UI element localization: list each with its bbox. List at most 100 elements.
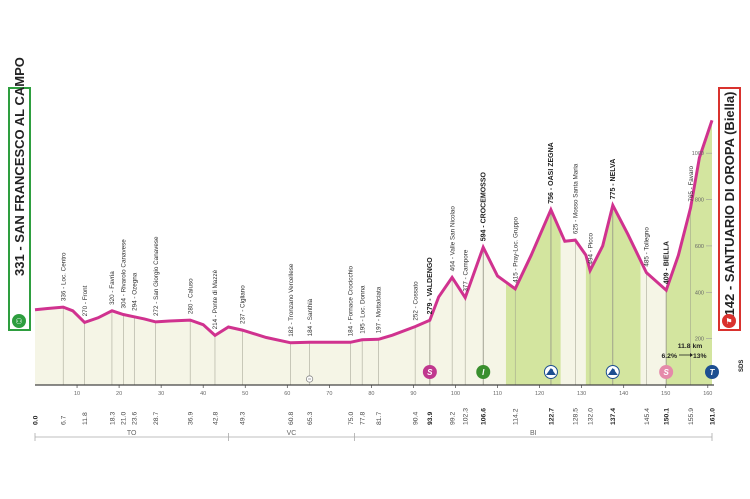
- finish-km: 161.0: [709, 408, 716, 425]
- point-km: 49.3: [240, 412, 247, 425]
- x-tick-label: 20: [116, 391, 122, 397]
- x-tick-label: 90: [410, 391, 416, 397]
- point-km: 90.4: [413, 412, 420, 425]
- point-label: 184 - Fornace Crocicchio: [348, 266, 355, 337]
- y-tick-label: 600: [695, 244, 704, 250]
- point-label: 485 - Tollegno: [644, 227, 651, 267]
- point-label: 415 - Pray-Loc. Gruppo: [512, 216, 519, 282]
- sprint-marker: [659, 365, 674, 379]
- point-km: 155.9: [688, 408, 695, 425]
- point-label: 294 - Ozegna: [131, 272, 138, 311]
- point-km: 145.4: [644, 408, 651, 425]
- region-label: BI: [530, 430, 537, 437]
- point-km: 150.1: [664, 408, 671, 425]
- point-label: 464 - Valle San Nicolao: [449, 206, 456, 272]
- x-tick-label: 140: [619, 391, 628, 397]
- point-label: 304 - Rivarolo Canavese: [121, 239, 128, 309]
- finish-box: 1142 - SANTUARIO DI OROPA (Biella) ⚑: [718, 87, 741, 331]
- point-label: 756 - OASI ZEGNA: [548, 142, 555, 203]
- category-markers: S I 3 3 S T: [305, 365, 719, 383]
- region-bar: TO VC BI: [34, 430, 713, 441]
- start-km: 0.0: [32, 415, 39, 425]
- point-km: 60.8: [288, 412, 295, 425]
- point-km: 6.7: [61, 415, 68, 425]
- sprint-marker: [422, 365, 437, 379]
- x-tick-label: 120: [535, 391, 544, 397]
- point-label: 182 - Tronzano Vercellese: [288, 263, 295, 337]
- point-km: 11.8: [82, 412, 89, 425]
- point-km: 18.3: [109, 412, 116, 425]
- marker-letter: I: [482, 368, 485, 377]
- point-label: 320 - Favria: [109, 271, 116, 305]
- point-km: 102.3: [463, 408, 470, 425]
- point-label: 594 - CROCEMOSSO: [480, 172, 487, 242]
- point-label: 377 - Campore: [462, 249, 469, 291]
- x-tick-label: 50: [242, 391, 248, 397]
- point-km: 36.9: [188, 412, 195, 425]
- point-label: 765 - Favaro: [688, 165, 695, 201]
- point-km: 93.9: [427, 412, 434, 425]
- point-label: 270 - Front: [82, 285, 89, 316]
- y-tick-label: 200: [695, 337, 704, 343]
- point-label: 272 - San Giorgio Canavese: [153, 236, 160, 316]
- x-tick-label: 130: [577, 391, 586, 397]
- finish-name: SANTUARIO DI OROPA (Biella): [722, 92, 737, 283]
- point-km: 128.5: [573, 408, 580, 425]
- climb-zone: [505, 209, 561, 385]
- x-tick-label: 30: [158, 391, 164, 397]
- point-km: 106.6: [481, 408, 488, 425]
- kom-icon: [607, 368, 618, 375]
- x-tick-label: 40: [200, 391, 206, 397]
- x-axis: 10 20 30 40 50 60 70 80 90 100 110 120 130 140 150 160: [35, 384, 714, 397]
- y-tick-label: 400: [695, 290, 704, 296]
- climb-avg: 6.2%: [662, 353, 678, 360]
- point-km: 21.0: [121, 412, 128, 425]
- point-label: 775 - NELVA: [610, 159, 617, 200]
- region-label: VC: [287, 430, 297, 437]
- svg-text:1142 - SANTUARIO DI OROPA (Bie: 1142 - SANTUARIO DI OROPA (Biella): [722, 92, 737, 322]
- point-km: 99.2: [450, 412, 457, 425]
- x-tick-label: 160: [703, 391, 712, 397]
- y-axis: 200 400 600 800 1000: [692, 151, 712, 343]
- start-box: 331 - SAN FRANCESCO AL CAMPO ⚇: [8, 57, 31, 331]
- point-labels: 336 - Loc. Centro 6.7 270 - Front 11.8 320 -…: [32, 142, 716, 425]
- climb-zone: [666, 120, 712, 386]
- point-km: 75.0: [348, 412, 355, 425]
- marker-letter: T: [710, 368, 716, 377]
- point-label: 494 - Picco: [587, 232, 594, 264]
- point-km: 114.2: [513, 408, 520, 425]
- svg-text:331 - SAN FRANCESCO AL CAMPO: 331 - SAN FRANCESCO AL CAMPO: [12, 57, 27, 276]
- svg-text:⚇: ⚇: [15, 317, 22, 326]
- marker-letter: S: [427, 368, 433, 377]
- point-label: 336 - Loc. Centro: [60, 252, 67, 301]
- point-label: 409 - BIELLA: [663, 241, 670, 284]
- marker-letter: 3: [549, 368, 554, 377]
- point-label: 625 - Mosso Santa Maria: [573, 163, 580, 234]
- point-label: 184 - Santhià: [307, 298, 314, 336]
- sds-logo: SDS: [739, 360, 745, 372]
- point-km: 77.8: [360, 412, 367, 425]
- intermediate-marker: [476, 365, 491, 379]
- x-tick-label: 10: [74, 391, 80, 397]
- point-km: 23.6: [132, 412, 139, 425]
- kom-icon: [545, 368, 556, 375]
- point-km: 122.7: [548, 408, 555, 425]
- start-alt: 331: [12, 254, 27, 276]
- point-km: 132.0: [587, 408, 594, 425]
- y-tick-label: 800: [695, 198, 704, 204]
- point-label: 252 - Cossato: [412, 281, 419, 321]
- start-icon: [12, 314, 26, 328]
- point-km: 42.8: [212, 412, 219, 425]
- point-km: 65.3: [307, 412, 314, 425]
- x-tick-label: 100: [451, 391, 460, 397]
- start-name: SAN FRANCESCO AL CAMPO: [12, 57, 27, 243]
- climb-note: 11.8 km 6.2% 13%: [662, 343, 707, 360]
- point-km: 28.7: [153, 412, 160, 425]
- y-tick-label: 1000: [692, 151, 704, 157]
- x-tick-label: 150: [661, 391, 670, 397]
- svg-text:⚑: ⚑: [725, 317, 732, 326]
- point-label: 237 - Cigliano: [240, 285, 247, 324]
- elevation-line: [34, 119, 714, 345]
- climb-max: 13%: [693, 353, 707, 360]
